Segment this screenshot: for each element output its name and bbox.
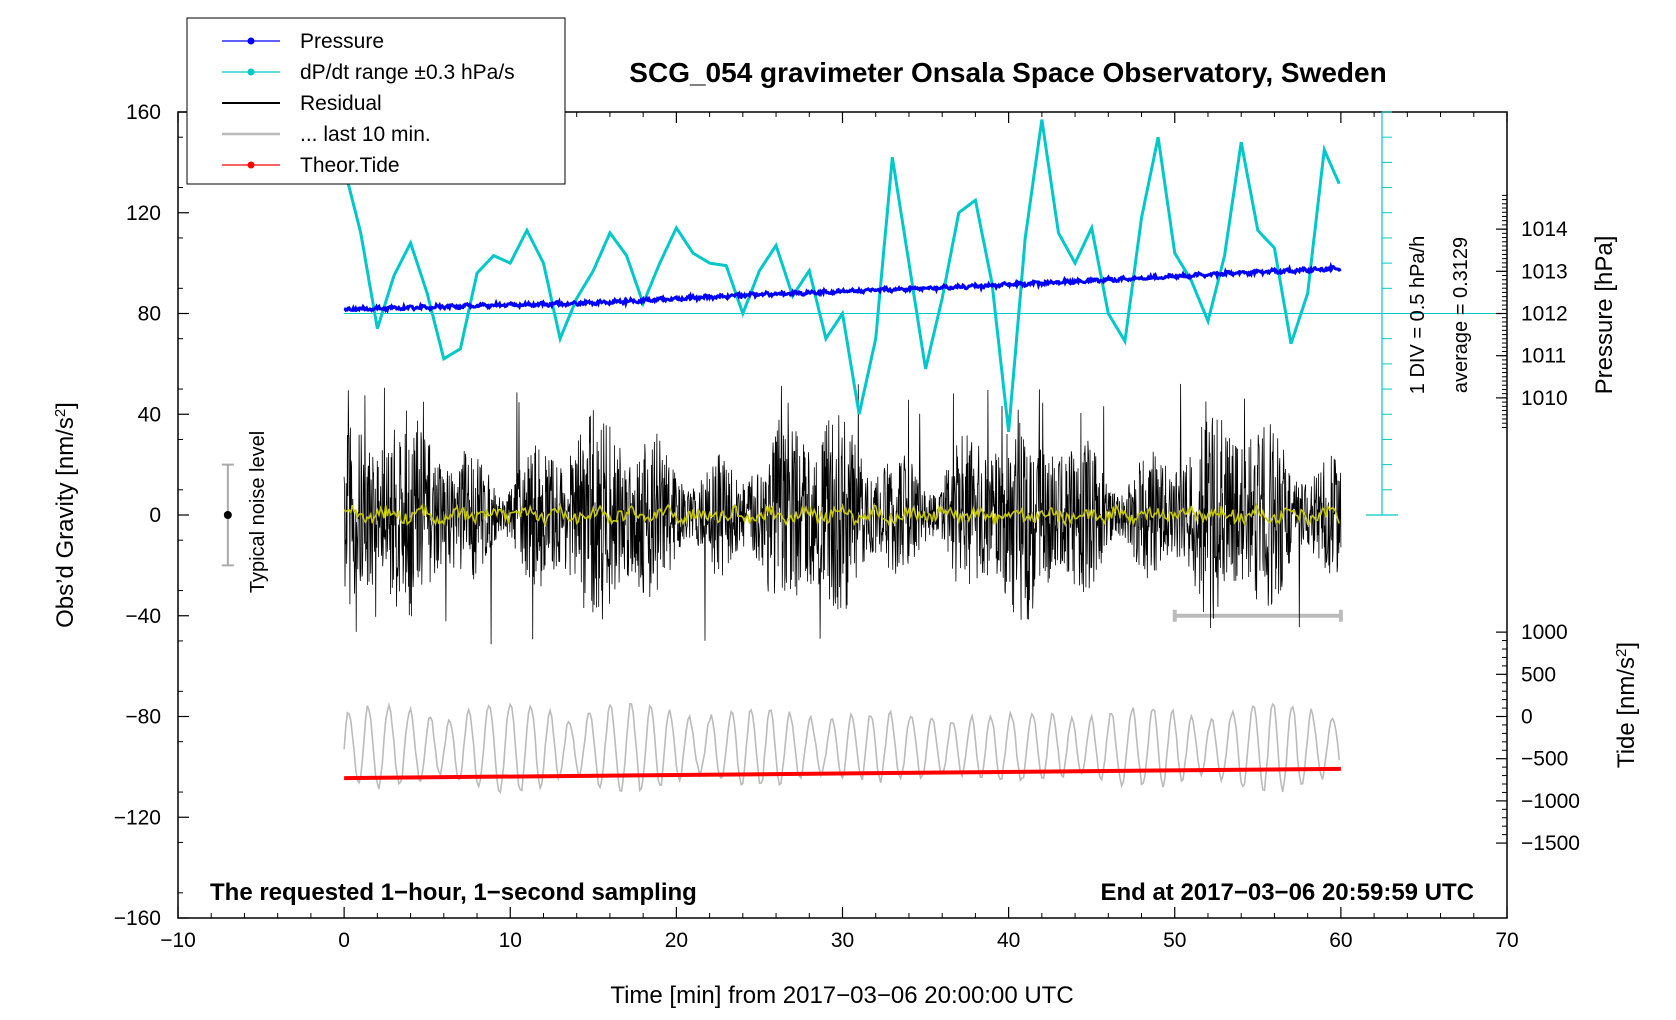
series-pressure-line [343,261,1342,314]
noise-level-label: Typical noise level [247,431,269,593]
y-tick-label-gravity: −80 [125,706,161,729]
y-tick-label-tide: 0 [1521,706,1533,729]
x-tick-label: 40 [997,929,1020,952]
series-dpdt-line [342,119,1341,433]
y-tick-label-tide: −1500 [1521,832,1580,855]
y-tick-label-tide: −1000 [1521,790,1580,813]
y-tick-label-pressure: 1014 [1521,218,1568,241]
div-scale-label: 1 DIV = 0.5 hPa/h [1407,236,1429,394]
x-tick-label: 30 [831,929,854,952]
x-tick-label: 10 [499,929,522,952]
x-tick-label: 70 [1495,929,1518,952]
y-tick-label-pressure: 1010 [1521,387,1568,410]
x-axis-label: Time [min] from 2017−03−06 20:00:00 UTC [610,982,1073,1009]
y-tick-label-pressure: 1012 [1521,303,1568,326]
y-tick-label-gravity: −40 [125,605,161,628]
y-tick-label-gravity: 40 [138,403,161,426]
series-last10-line [343,702,1340,794]
y-tick-label-tide: 500 [1521,663,1556,686]
y-tick-label-gravity: 0 [149,504,161,527]
legend-marker-dpdt [247,68,255,76]
y-tick-label-gravity: 120 [126,202,161,225]
axes-layer: −10 0 10 20 30 40 50 60 70 −160 −120 −80 −40 0 40 80 120… [114,101,1580,952]
y-tick-label-gravity: 160 [126,101,161,124]
legend-label-tide: Theor.Tide [300,154,400,177]
legend: Pressure dP/dt range ±0.3 hPa/s Residual… [186,17,566,185]
legend-label-residual: Residual [300,92,382,115]
average-label: average = 0.3129 [1450,237,1472,393]
y-tick-label-tide: −500 [1521,748,1568,771]
bottom-right-note: End at 2017−03−06 20:59:59 UTC [1100,879,1474,906]
y-axis-label-tide: Tide [nm/s2] [1613,642,1641,768]
noise-bar-center [223,511,232,519]
y-tick-label-pressure: 1011 [1521,345,1566,368]
series-tide-line [344,766,1341,781]
y-tick-label-gravity: −160 [114,907,161,930]
x-tick-label: 60 [1329,929,1352,952]
legend-marker-tide [247,161,255,169]
legend-label-dpdt: dP/dt range ±0.3 hPa/s [300,61,515,84]
legend-marker-pressure [247,37,255,45]
series-layer [221,111,1507,794]
series-residual-smoothed-line [343,502,1340,528]
y-axis-label-gravity: Obs’d Gravity [nm/s2] [52,402,80,628]
bottom-left-note: The requested 1−hour, 1−second sampling [210,879,697,906]
y-tick-label-gravity: −120 [114,806,161,829]
y-tick-label-gravity: 80 [138,303,161,326]
y-tick-label-pressure: 1013 [1521,260,1568,283]
legend-label-last10: ... last 10 min. [300,123,431,146]
x-tick-label: 20 [665,929,688,952]
chart-title: SCG_054 gravimeter Onsala Space Observat… [629,57,1386,88]
legend-box [186,17,566,185]
legend-label-pressure: Pressure [300,30,384,53]
x-tick-label: 0 [338,929,350,952]
x-tick-label: −10 [160,929,196,952]
y-tick-label-tide: 1000 [1521,621,1568,644]
x-tick-label: 50 [1163,929,1186,952]
series-residual-line [343,383,1342,645]
y-axis-label-pressure: Pressure [hPa] [1591,236,1618,395]
